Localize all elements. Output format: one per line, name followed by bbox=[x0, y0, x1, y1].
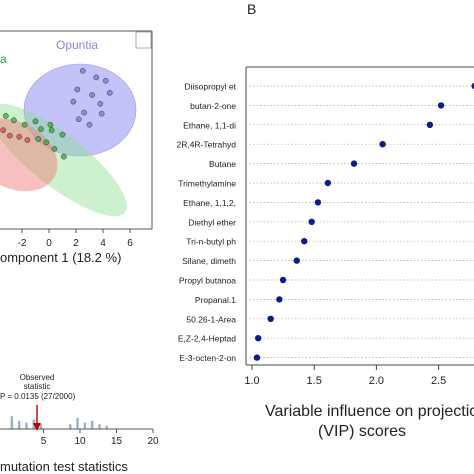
vip-category-label: 2R,4R-Tetrahyd bbox=[176, 140, 236, 150]
vip-category-label: 50.26-1-Area bbox=[186, 314, 236, 324]
observed-statistic-arrowhead bbox=[33, 423, 41, 431]
score-point-group-0 bbox=[93, 74, 100, 81]
panel-label-b: B bbox=[247, 1, 256, 17]
score-point-group-0 bbox=[106, 89, 113, 96]
vip-point bbox=[437, 102, 445, 109]
score-point-group-1 bbox=[61, 153, 67, 160]
vip-category-label: butan-2-one bbox=[190, 101, 236, 111]
hist-bar bbox=[69, 424, 72, 429]
score-point-group-1 bbox=[43, 139, 50, 146]
hist-bar bbox=[39, 424, 43, 429]
vip-x-axis-label-line2: (VIP) scores bbox=[318, 423, 406, 440]
annotation-statistic: statistic bbox=[24, 382, 51, 391]
vip-category-label: Butane bbox=[209, 159, 236, 169]
vip-x-axis-label-line1: Variable influence on projectio bbox=[265, 403, 474, 420]
vip-category-label: Trimethylamine bbox=[178, 179, 236, 189]
vip-x-tick-label: 1.0 bbox=[244, 375, 259, 387]
hist-bar bbox=[105, 425, 108, 429]
annotation-observed: Observed bbox=[20, 373, 55, 382]
hist-bar bbox=[76, 417, 79, 429]
vip-point bbox=[379, 141, 386, 148]
score-point-group-1 bbox=[2, 113, 9, 119]
panel-a-score-plot: -2 0 2 4 6 Opuntia a omponent 1 (18.2 %) bbox=[0, 30, 153, 265]
hist-bar bbox=[25, 422, 28, 429]
vip-x-tick-label: 2.0 bbox=[369, 375, 384, 387]
vip-point bbox=[350, 160, 358, 167]
vip-point bbox=[314, 199, 322, 206]
vip-category-label: E-3-octen-2-on bbox=[179, 353, 236, 363]
vip-category-label: Propyl butanoa bbox=[179, 276, 236, 286]
vip-point bbox=[426, 121, 434, 128]
vip-point bbox=[276, 296, 283, 303]
score-x-tick-label: 2 bbox=[73, 238, 79, 249]
vip-category-label: Ethane, 1,1,2, bbox=[183, 198, 236, 208]
score-point-group-1 bbox=[47, 121, 54, 128]
score-point-group-0 bbox=[102, 77, 109, 84]
score-x-tick-label: 4 bbox=[100, 238, 106, 249]
score-point-group-1 bbox=[59, 131, 66, 138]
hist-bar bbox=[10, 416, 14, 429]
score-point-group-0 bbox=[79, 67, 86, 74]
hist-bar bbox=[98, 424, 101, 429]
vip-point bbox=[279, 276, 287, 284]
score-point-group-1 bbox=[35, 136, 42, 142]
vip-category-label: Ethane, 1,1-di bbox=[183, 120, 236, 130]
score-x-tick-label: 6 bbox=[127, 238, 133, 249]
vip-point bbox=[253, 354, 261, 361]
vip-category-label: Diisopropyl et bbox=[185, 82, 237, 92]
panel-c-permutation-histogram: 5 10 15 20 Observed statistic P = 0.0135 (2… bbox=[0, 373, 159, 474]
hist-x-tick-label: 5 bbox=[41, 436, 47, 447]
vip-x-tick-label: 1.5 bbox=[307, 375, 322, 387]
score-point-group-0 bbox=[97, 100, 104, 107]
vip-x-tick-label: 2.5 bbox=[431, 375, 446, 387]
vip-point bbox=[324, 179, 332, 187]
group-label-a: a bbox=[0, 52, 7, 66]
score-x-tick-label: 0 bbox=[46, 238, 52, 249]
score-x-tick-label: -2 bbox=[18, 238, 27, 249]
hist-x-tick-label: 20 bbox=[147, 436, 159, 447]
vip-point bbox=[293, 257, 300, 264]
score-point-group-2 bbox=[7, 132, 13, 139]
hist-x-tick-label: 10 bbox=[74, 436, 86, 447]
score-point-group-2 bbox=[0, 127, 6, 134]
vip-category-label: Silane, dimeth bbox=[182, 256, 236, 266]
score-point-group-0 bbox=[86, 121, 93, 128]
score-point-group-1 bbox=[21, 121, 28, 128]
score-x-axis-label: omponent 1 (18.2 %) bbox=[0, 250, 121, 265]
score-point-group-0 bbox=[89, 92, 96, 98]
score-point-group-1 bbox=[51, 146, 58, 152]
score-point-group-1 bbox=[11, 117, 17, 124]
vip-point bbox=[308, 218, 315, 225]
vip-category-label: Tri-n-butyl ph bbox=[186, 237, 236, 247]
hist-bar bbox=[90, 421, 94, 429]
vip-category-label: E,Z-2,4-Heptad bbox=[178, 334, 236, 344]
vip-category-label: Propanal.1 bbox=[195, 295, 236, 305]
hist-bar bbox=[83, 422, 87, 429]
score-point-group-0 bbox=[81, 109, 87, 116]
score-point-group-0 bbox=[74, 86, 81, 93]
plot-corner-box bbox=[135, 31, 152, 49]
red-ellipse bbox=[0, 118, 58, 192]
vip-point bbox=[267, 315, 274, 322]
score-point-group-1 bbox=[48, 127, 55, 134]
score-point-group-0 bbox=[98, 110, 105, 117]
group-label-opuntia: Opuntia bbox=[56, 38, 98, 52]
vip-point bbox=[301, 238, 308, 245]
vip-point bbox=[255, 335, 262, 342]
score-point-group-1 bbox=[32, 118, 39, 125]
hist-x-axis-label: mutation test statistics bbox=[0, 459, 128, 474]
annotation-p-value: P = 0.0135 (27/2000) bbox=[0, 392, 76, 401]
score-point-group-2 bbox=[24, 137, 31, 143]
hist-x-tick-label: 15 bbox=[111, 436, 123, 447]
vip-point bbox=[471, 82, 474, 90]
vip-category-label: Diethyl ether bbox=[188, 217, 236, 227]
score-point-group-2 bbox=[16, 133, 23, 140]
score-point-group-0 bbox=[75, 116, 82, 123]
score-point-group-0 bbox=[70, 98, 77, 105]
panel-b-vip-plot: B Diisopropyl et butan-2-one Ethane, 1,1-d… bbox=[176, 1, 474, 440]
score-point-group-1 bbox=[38, 126, 44, 132]
hist-bar bbox=[17, 421, 21, 429]
